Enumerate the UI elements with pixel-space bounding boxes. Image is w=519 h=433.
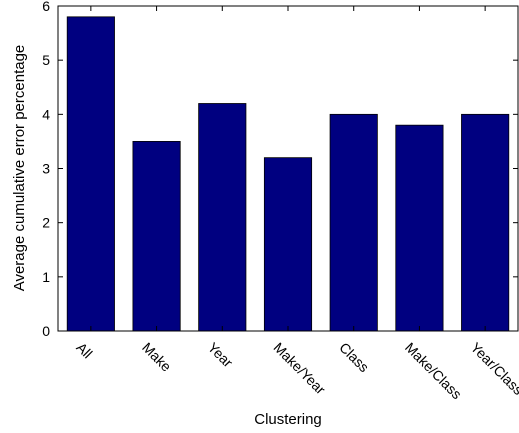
y-tick-label: 5 — [42, 52, 50, 68]
x-axis-title: Clustering — [254, 411, 322, 428]
bar-all — [66, 16, 115, 332]
bar-make-class — [395, 124, 444, 332]
y-axis-title: Average cumulative error percentage — [11, 45, 28, 292]
y-tick-label: 3 — [42, 161, 50, 177]
bar-year-class — [461, 113, 510, 332]
ticks-group — [58, 5, 518, 332]
y-tick-label: 0 — [42, 323, 50, 339]
y-tick-label: 6 — [42, 0, 50, 14]
bar-class — [329, 113, 378, 332]
bar-year — [198, 103, 247, 332]
bars-group — [66, 16, 510, 332]
y-tick-label: 2 — [42, 215, 50, 231]
bar-make — [132, 141, 181, 332]
y-tick-label: 4 — [42, 106, 50, 122]
y-tick-labels: 0 1 2 3 4 5 6 — [42, 0, 50, 339]
y-tick-label: 1 — [42, 269, 50, 285]
bar-make-year — [263, 157, 313, 332]
